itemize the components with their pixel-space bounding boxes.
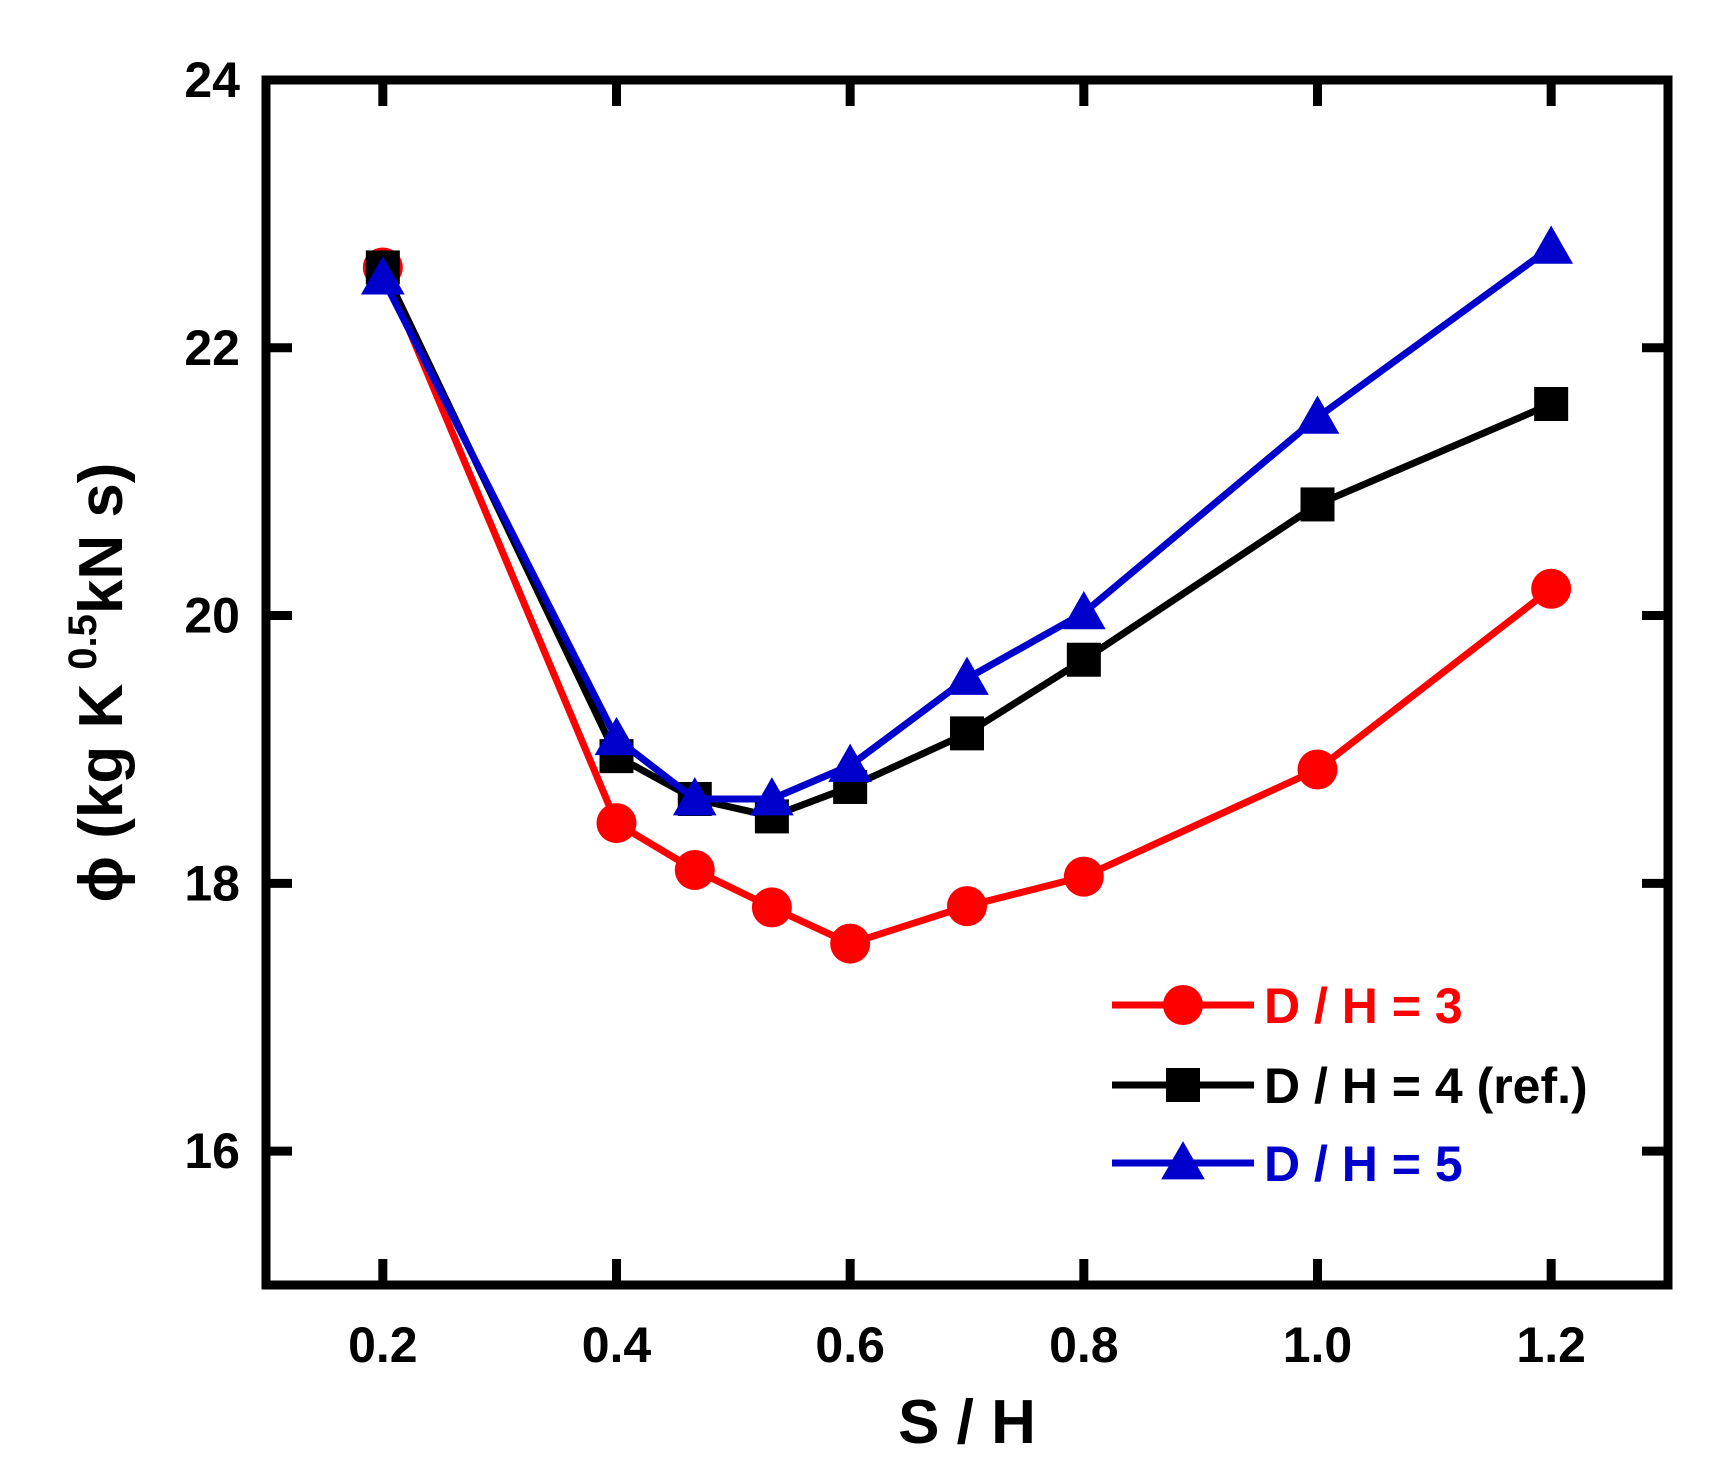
axes-layer (261, 75, 1673, 1290)
x-tick-label: 1.0 (1283, 1317, 1353, 1373)
y-tick-label: 20 (184, 588, 240, 644)
series-3-point-2 (594, 716, 639, 756)
y-tick-label: 16 (184, 1123, 240, 1179)
y-tick-label: 24 (184, 52, 240, 108)
series-3 (360, 225, 1574, 816)
series-2 (365, 250, 1569, 834)
x-tick-label: 1.2 (1516, 1317, 1586, 1373)
series-1-point-2 (596, 803, 637, 844)
series-2-point-8 (1300, 487, 1335, 522)
series-1-point-5 (830, 923, 871, 964)
y-tick-label: 18 (184, 855, 240, 911)
series-1-point-7 (1063, 856, 1104, 897)
series-3-point-8 (1295, 395, 1340, 434)
series-3-point-9 (1529, 225, 1574, 264)
legend-label-2: D / H = 4 (ref.) (1264, 1058, 1588, 1114)
series-line-3 (379, 244, 1554, 803)
x-tick-label: 0.6 (815, 1317, 885, 1373)
series-1 (362, 247, 1572, 964)
x-tick-label: 0.4 (582, 1317, 652, 1373)
series-3-point-6 (945, 656, 989, 695)
legend-marker-2 (1166, 1068, 1200, 1102)
series-3-point-7 (1061, 591, 1106, 630)
legend-entry-2: D / H = 4 (ref.) (1112, 1058, 1588, 1114)
legend: D / H = 3 D / H = 4 (ref.) D / H = 5 (1112, 978, 1588, 1192)
series-3-point-5 (828, 743, 873, 782)
series-2-point-9 (1534, 387, 1569, 422)
series-3-point-1 (360, 256, 405, 295)
series-1-point-9 (1531, 568, 1572, 609)
y-axis-title-prefix: ϕ (kg K (67, 684, 136, 903)
legend-label-3: D / H = 5 (1264, 1136, 1463, 1192)
x-tick-label: 0.8 (1049, 1317, 1119, 1373)
series-3-point-4 (750, 777, 794, 816)
series-1-point-3 (674, 849, 715, 890)
y-tick-label: 22 (184, 320, 240, 376)
series-2-point-6 (950, 716, 984, 751)
x-tick-label: 0.2 (348, 1317, 418, 1373)
y-axis-title-superscript: 0.5 (61, 614, 105, 670)
labels-layer: 0.2 0.4 0.6 0.8 1.0 1.2 16 18 20 22 24 S / H ϕ (kg K… (61, 52, 1586, 1457)
legend-label-1: D / H = 3 (1264, 978, 1463, 1034)
x-axis-title: S / H (898, 1388, 1036, 1457)
legend-marker-3 (1161, 1141, 1205, 1180)
series-line-1 (379, 266, 1554, 948)
legend-entry-3: D / H = 5 (1112, 1136, 1463, 1192)
plot-layer (360, 225, 1574, 964)
legend-entry-1: D / H = 3 (1112, 978, 1463, 1034)
series-1-point-8 (1297, 749, 1338, 790)
legend-marker-1 (1163, 985, 1203, 1025)
series-1-point-4 (751, 887, 792, 928)
y-axis-title: ϕ (kg K 0.5kN s) (61, 463, 136, 903)
series-1-point-6 (947, 886, 987, 927)
y-axis-title-suffix: kN s) (67, 463, 136, 615)
series-3-point-3 (672, 777, 717, 816)
plot-frame (261, 75, 1673, 1290)
series-2-point-7 (1066, 642, 1101, 677)
